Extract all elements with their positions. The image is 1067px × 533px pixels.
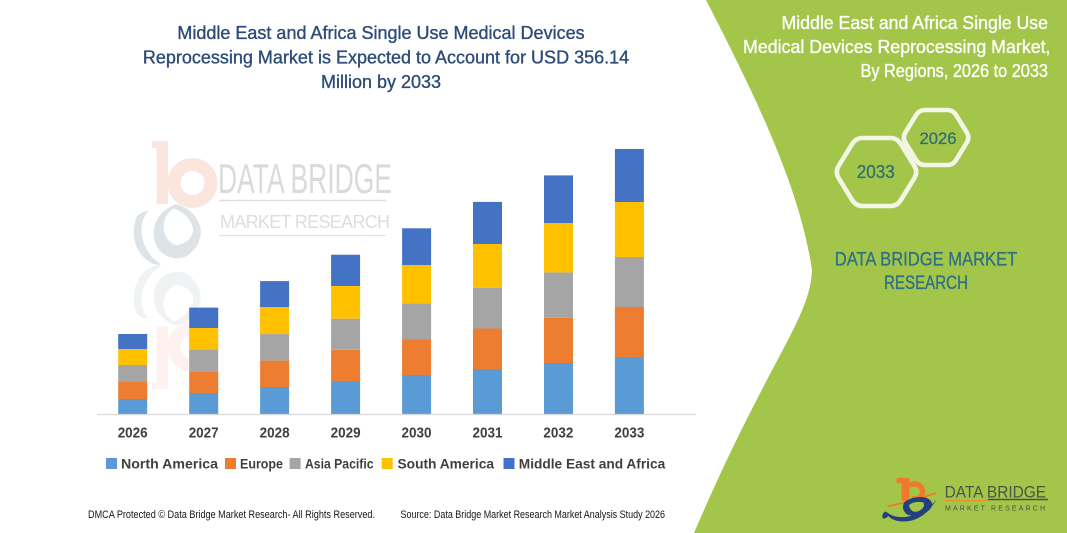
- svg-text:Million by 2033: Million by 2033: [321, 72, 441, 92]
- svg-text:Medical Devices Reprocessing M: Medical Devices Reprocessing Market,: [743, 37, 1051, 57]
- svg-text:2029: 2029: [331, 425, 361, 442]
- svg-text:2033: 2033: [614, 425, 644, 442]
- svg-text:DATA BRIDGE MARKET: DATA BRIDGE MARKET: [835, 250, 1018, 271]
- svg-text:Source: Data Bridge Market Res: Source: Data Bridge Market Research Mark…: [401, 509, 666, 521]
- svg-text:2030: 2030: [402, 425, 432, 442]
- svg-text:Middle East and Africa Single: Middle East and Africa Single Use Medica…: [177, 23, 584, 43]
- svg-text:Asia Pacific: Asia Pacific: [305, 456, 374, 472]
- svg-text:MARKET RESEARCH: MARKET RESEARCH: [220, 212, 390, 232]
- svg-text:South America: South America: [398, 456, 495, 472]
- svg-text:2033: 2033: [857, 161, 895, 182]
- svg-text:2027: 2027: [189, 425, 219, 442]
- svg-text:North America: North America: [121, 456, 218, 472]
- svg-text:Reprocessing Market is Expecte: Reprocessing Market is Expected to Accou…: [143, 48, 629, 68]
- svg-text:Europe: Europe: [240, 456, 283, 472]
- svg-text:Middle East and Africa: Middle East and Africa: [519, 456, 666, 472]
- svg-text:2031: 2031: [473, 425, 503, 442]
- svg-text:2026: 2026: [118, 425, 148, 442]
- svg-text:By Regions, 2026 to 2033: By Regions, 2026 to 2033: [861, 61, 1049, 81]
- svg-text:Middle East and Africa Single: Middle East and Africa Single Use: [782, 13, 1049, 33]
- svg-text:2026: 2026: [920, 129, 957, 148]
- svg-text:DATA BRIDGE: DATA BRIDGE: [218, 155, 392, 202]
- svg-text:DATA BRIDGE: DATA BRIDGE: [945, 482, 1047, 501]
- svg-text:MARKET RESEARCH: MARKET RESEARCH: [945, 506, 1045, 513]
- svg-text:2032: 2032: [543, 425, 573, 442]
- svg-text:DMCA Protected © Data Bridge M: DMCA Protected © Data Bridge Market Rese…: [88, 509, 375, 521]
- svg-text:2028: 2028: [260, 425, 290, 442]
- svg-text:RESEARCH: RESEARCH: [884, 273, 968, 294]
